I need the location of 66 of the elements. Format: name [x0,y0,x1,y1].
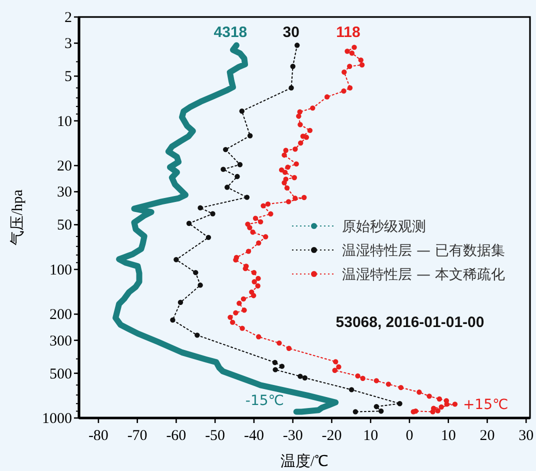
point [237,162,243,168]
y-tick-label: 3 [64,36,72,52]
point [298,374,303,379]
point [194,332,200,338]
y-tick-label: 300 [50,333,72,350]
point [186,220,192,226]
x-tick-label: 20 [480,428,495,444]
point [288,85,294,90]
x-tick-label: 10 [363,428,378,444]
x-tick-label: -30 [282,428,303,444]
point [239,108,245,114]
y-tick-label: 5 [64,69,72,86]
annotation: 30 [282,24,300,41]
y-tick-label: 10 [57,114,72,130]
point [198,205,203,210]
point [378,408,384,414]
point [193,270,198,276]
point [348,387,354,392]
legend-label: 温湿特性层 — 已有数据集 [342,243,505,259]
point [170,317,176,323]
x-tick-label: -70 [127,428,148,444]
point [302,375,308,380]
point [224,184,230,190]
y-tick-label: 2 [64,10,72,26]
point [234,174,240,180]
point [352,409,358,414]
x-tick-label: 30 [518,428,534,444]
point [220,166,226,172]
annotation: -15℃ [245,393,284,409]
x-tick-label: -80 [88,428,108,444]
point [374,404,380,410]
point [198,282,203,288]
legend-label: 原始秒级观测 [342,219,426,235]
annotation: 53068, 2016-01-01-00 [336,314,484,331]
point [279,364,285,369]
point [222,146,228,152]
y-tick-label: 50 [57,218,72,234]
point [247,133,253,138]
point [174,257,179,262]
point [244,194,250,200]
x-tick-label: 10 [440,428,456,444]
point [178,300,184,305]
annotation: 118 [336,24,360,41]
annotation: 4318 [214,24,248,41]
y-axis-title: 气压/hpa [9,189,26,246]
y-tick-label: 30 [57,184,72,201]
legend-label: 温湿特性层 — 本文稀疏化 [342,267,505,283]
point [272,360,278,366]
y-tick-label: 200 [50,307,72,324]
y-tick-label: 1000 [42,411,72,427]
x-tick-label: -40 [244,428,264,444]
y-tick-label: 500 [50,366,72,382]
x-tick-label: -60 [166,428,186,444]
x-tick-label: 0 [406,428,414,444]
point [272,367,278,372]
point [397,401,402,406]
x-tick-label: -20 [322,428,342,444]
y-tick-label: 20 [57,158,72,175]
point [290,64,296,69]
point [210,211,216,216]
point [294,42,300,48]
x-tick-label: -50 [205,428,226,444]
point [206,234,212,240]
y-tick-label: 100 [50,262,72,278]
annotation: +15℃ [462,397,508,414]
x-axis-title: 温度/℃ [280,453,329,470]
